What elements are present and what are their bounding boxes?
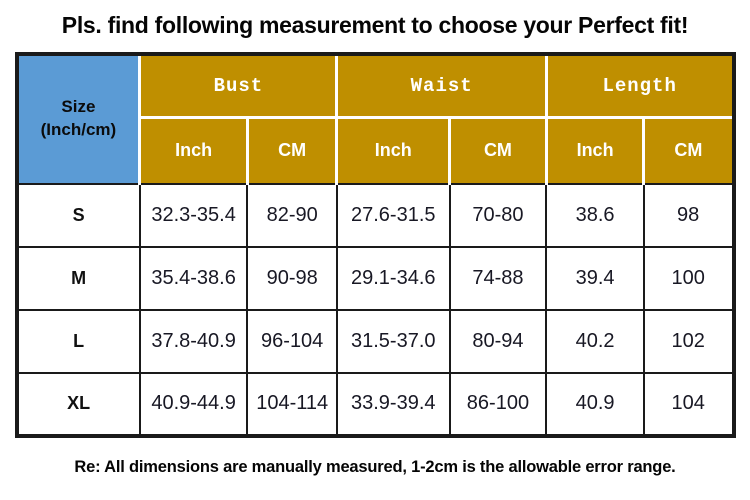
cell-waist-cm: 70-80 — [448, 182, 548, 248]
cell-length-inch: 39.4 — [545, 245, 645, 311]
unit-header-waist-cm: CM — [448, 116, 548, 185]
unit-header-bust-cm: CM — [245, 116, 339, 185]
cell-bust-cm: 96-104 — [246, 308, 338, 374]
cell-waist-cm: 74-88 — [448, 245, 548, 311]
cell-bust-cm: 82-90 — [246, 182, 338, 248]
cell-bust-inch: 40.9-44.9 — [138, 371, 249, 437]
cell-length-inch: 40.9 — [545, 371, 645, 437]
cell-waist-cm: 80-94 — [448, 308, 548, 374]
size-label: XL — [15, 371, 141, 437]
unit-header-waist-inch: Inch — [335, 116, 452, 185]
header-group-row: Size (Inch/cm) Bust Waist Length — [14, 52, 736, 185]
cell-length-inch: 40.2 — [545, 308, 645, 374]
table-row-m: M 35.4-38.6 90-98 29.1-34.6 74-88 39.4 1… — [15, 245, 735, 311]
column-group-waist: Waist — [335, 52, 548, 119]
table-row-l: L 37.8-40.9 96-104 31.5-37.0 80-94 40.2 … — [15, 308, 735, 374]
size-chart-table: Size (Inch/cm) Bust Waist Length Inch CM… — [14, 52, 736, 438]
cell-bust-inch: 37.8-40.9 — [138, 308, 249, 374]
corner-label-line2: (Inch/cm) — [40, 120, 117, 140]
unit-header-bust-inch: Inch — [138, 116, 249, 185]
cell-waist-inch: 33.9-39.4 — [335, 371, 451, 437]
unit-header-length-cm: CM — [642, 116, 735, 185]
cell-waist-inch: 27.6-31.5 — [335, 182, 451, 248]
cell-bust-cm: 104-114 — [246, 371, 338, 437]
corner-label-line1: Size — [61, 97, 96, 117]
cell-length-cm: 102 — [642, 308, 735, 374]
cell-bust-cm: 90-98 — [246, 245, 338, 311]
header-unit-row: Inch CM Inch CM Inch CM — [17, 116, 735, 185]
cell-length-cm: 98 — [642, 182, 735, 248]
table-row-xl: XL 40.9-44.9 104-114 33.9-39.4 86-100 40… — [15, 371, 735, 437]
cell-length-cm: 100 — [642, 245, 735, 311]
cell-length-cm: 104 — [642, 371, 735, 437]
size-label: L — [15, 308, 141, 374]
size-label: M — [15, 245, 141, 311]
cell-waist-inch: 31.5-37.0 — [335, 308, 451, 374]
measurement-note: Re: All dimensions are manually measured… — [74, 457, 676, 476]
page-title: Pls. find following measurement to choos… — [61, 12, 689, 38]
cell-length-inch: 38.6 — [545, 182, 645, 248]
table-row-s: S 32.3-35.4 82-90 27.6-31.5 70-80 38.6 9… — [15, 182, 735, 248]
cell-waist-inch: 29.1-34.6 — [335, 245, 451, 311]
size-column-header: Size (Inch/cm) — [14, 52, 142, 185]
cell-bust-inch: 35.4-38.6 — [138, 245, 249, 311]
column-group-length: Length — [544, 52, 736, 119]
cell-waist-cm: 86-100 — [448, 371, 548, 437]
column-group-bust: Bust — [138, 52, 339, 119]
unit-header-length-inch: Inch — [544, 116, 646, 185]
cell-bust-inch: 32.3-35.4 — [138, 182, 249, 248]
size-label: S — [15, 182, 141, 248]
